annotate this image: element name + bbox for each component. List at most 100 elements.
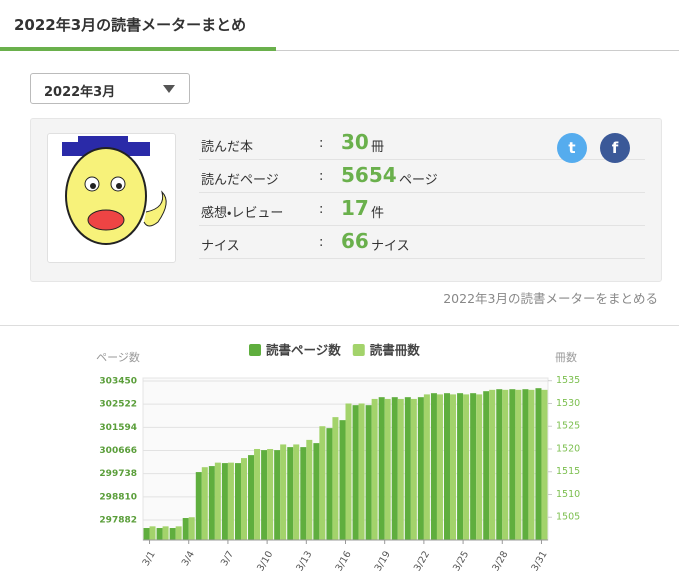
y2-tick-label: 1505 [556,512,580,523]
bar [208,466,215,540]
bar [143,528,150,540]
bar [267,448,274,540]
bar [489,389,496,540]
bar [169,528,176,540]
bar [195,472,202,540]
mouth [87,209,125,231]
twitter-button[interactable]: t [557,133,587,163]
bar [391,397,398,540]
hand [143,190,167,227]
x-tick-label: 3/25 [451,549,471,573]
chart: ページ数 冊数 297882 298810 299738 300666 301594 3025… [96,343,580,574]
x-tick-label: 3/28 [490,549,510,573]
bar [541,389,548,540]
legend-label: 読書ページ数 [266,343,341,358]
x-tick-label: 3/19 [373,549,393,573]
bar [306,439,313,540]
stat-separator: : [319,202,324,217]
bar [300,447,307,540]
bar [410,398,417,540]
stat-label: ナイス [201,239,240,254]
bar [313,443,320,540]
stat-row: 読んだページ : 5654 ページ [199,160,645,193]
stat-unit: 冊 [371,140,385,155]
stat-label: 読んだページ [201,173,279,188]
bar [326,428,333,540]
bar [423,394,430,540]
stat-label: 読んだ本 [201,140,254,155]
bar [509,389,516,540]
stat-row: 読んだ本 : 30 冊 [199,127,645,160]
bar [293,444,300,540]
bar [444,393,451,540]
facebook-button[interactable]: f [600,133,630,163]
x-tick-label: 3/31 [529,549,549,573]
summary-link[interactable]: 2022年3月の読書メーターをまとめる [443,291,658,306]
bar [515,389,522,540]
bar [149,526,156,540]
bar [365,405,372,540]
bar [450,394,457,540]
stat-unit: ページ [399,173,438,188]
bar [254,448,261,540]
bar [240,458,247,540]
bar [470,393,477,540]
divider [0,325,679,326]
bar [436,394,443,540]
x-tick-label: 3/16 [334,549,354,573]
bar [522,389,529,540]
month-select[interactable]: 2022年3月 [30,73,190,104]
y2-tick-label: 1520 [556,443,580,454]
pupil [116,183,122,189]
dropdown-arrow [163,85,175,93]
bar [261,450,268,540]
y-tick-label: 302522 [99,400,137,410]
stat-label: 感想・レビュー [201,206,284,221]
bar [483,391,490,540]
y-tick-label: 297882 [99,516,137,526]
bar [182,518,189,540]
stat-row: ナイス : 66 ナイス [199,226,645,259]
bar [319,426,326,540]
y-tick-label: 303450 [99,376,137,386]
bar [358,403,365,540]
bar [384,398,391,540]
y-axis-title: ページ数 [96,351,140,364]
stat-value: 30 [341,130,369,154]
bar [535,388,542,540]
bar [156,528,163,540]
stat-unit: ナイス [371,239,410,254]
y2-tick-label: 1525 [556,421,580,432]
bar [227,462,234,540]
bar [457,393,464,540]
bar [162,526,169,540]
pupil [90,183,96,189]
bar [430,393,437,540]
bar [339,420,346,540]
bar [287,447,294,540]
stat-row: 感想・レビュー : 17 件 [199,193,645,226]
y2-tick-label: 1515 [556,466,580,477]
y2-tick-label: 1510 [556,489,580,500]
stat-value: 5654 [341,163,397,187]
title-underline [0,47,276,51]
stat-separator: : [319,235,324,250]
stat-separator: : [319,169,324,184]
y-tick-label: 298810 [99,492,137,502]
bar [332,417,339,540]
bar [274,450,281,540]
legend-label: 読書冊数 [370,343,421,358]
bar [404,397,411,540]
bar [371,398,378,540]
hat-top [78,136,128,148]
bar [502,389,509,540]
bar [397,398,404,540]
y-tick-label: 301594 [99,423,137,433]
x-tick-label: 3/7 [219,549,236,568]
bar [528,389,535,540]
bar [280,444,287,540]
bar [214,462,221,540]
bar [496,389,503,540]
month-select-label: 2022年3月 [44,85,116,100]
